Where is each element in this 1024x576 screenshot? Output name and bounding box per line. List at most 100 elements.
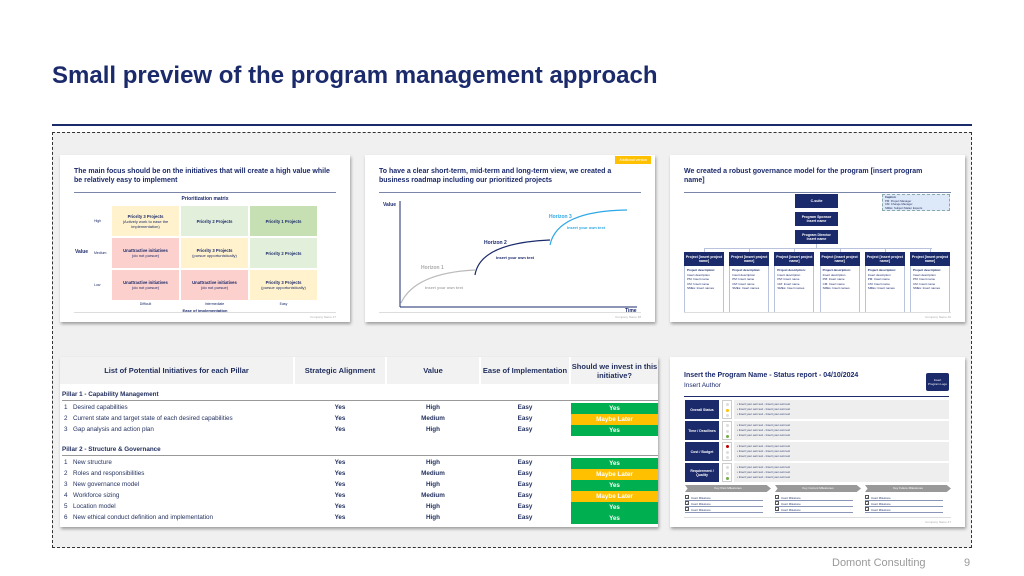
horizon-2-text: Insert your own text bbox=[496, 255, 535, 260]
milestone-header: Key Future Milestones bbox=[865, 485, 951, 492]
status-text: • Insert your own text - Insert your own… bbox=[734, 421, 949, 440]
col-label: Difficult bbox=[139, 302, 152, 306]
milestone-text: Insert Milestone bbox=[871, 502, 891, 506]
slide-title: To have a clear short-term, mid-term and… bbox=[379, 168, 612, 184]
initiative-name: Desired capabilities bbox=[73, 404, 128, 411]
slide-footer: Company Name 38 bbox=[615, 315, 641, 319]
checkbox-checked-icon: ✓ bbox=[685, 495, 689, 500]
traffic-light-icon bbox=[722, 463, 732, 482]
value: High bbox=[426, 459, 440, 466]
strategic-alignment: Yes bbox=[334, 404, 346, 411]
strategic-alignment: Yes bbox=[334, 415, 346, 422]
project-name: Project [insert project name] bbox=[911, 255, 949, 263]
status-bullet: • Insert your own text - Insert your own… bbox=[737, 475, 791, 479]
milestone-text: Insert Milestone bbox=[691, 496, 711, 500]
light-dot-icon bbox=[726, 435, 729, 438]
director-label: Program Director bbox=[802, 233, 831, 237]
status-bullet: • Insert your own text - Insert your own… bbox=[737, 428, 791, 432]
thumbnail-prioritization-matrix[interactable]: The main focus should be on the initiati… bbox=[60, 155, 350, 322]
ease: Easy bbox=[517, 470, 533, 477]
slide-title: We created a robust governance model for… bbox=[684, 168, 923, 184]
status-row: Overall Status • Insert your own text - I… bbox=[685, 400, 950, 419]
sponsor-label: Program Sponsor bbox=[801, 215, 832, 219]
project-header: Project [insert project name] bbox=[819, 252, 860, 266]
row-label: High bbox=[94, 219, 102, 223]
thumbnail-initiatives-table[interactable]: List of Potential Initiatives for each P… bbox=[60, 357, 658, 527]
csuite-label: C-suite bbox=[810, 199, 823, 203]
logo-text: Insert Program Logo bbox=[928, 378, 948, 386]
milestone-item: ✓ Insert Milestone bbox=[685, 495, 763, 501]
invest-decision: Yes bbox=[571, 480, 658, 491]
status-bullet: • Insert your own text - Insert your own… bbox=[737, 407, 791, 411]
project-details: Project description: Insert description PM… bbox=[684, 266, 724, 313]
title-divider bbox=[52, 124, 972, 126]
matrix-title: Prioritization matrix bbox=[181, 196, 229, 202]
project-line: Insert description bbox=[913, 272, 936, 277]
pillar-heading: Pillar 2 - Structure & Governance bbox=[62, 446, 658, 456]
light-dot-icon bbox=[726, 424, 729, 427]
matrix-cell: Unattractive initiatives (do not pursue) bbox=[111, 237, 180, 269]
status-bullet: • Insert your own text - Insert your own… bbox=[737, 470, 791, 474]
table-row: 1 New structure Yes High Easy Yes bbox=[60, 458, 658, 469]
project-header: Project [insert project name] bbox=[774, 252, 815, 266]
caption-line: CM: Change Manager bbox=[885, 202, 913, 206]
milestone-item: ✓ Insert Milestone bbox=[865, 501, 943, 507]
checkbox-checked-icon: ✓ bbox=[865, 495, 869, 500]
thumbnail-governance-model[interactable]: We created a robust governance model for… bbox=[670, 155, 965, 322]
ease: Easy bbox=[517, 415, 533, 422]
horizon-1-label: Horizon 1 bbox=[421, 265, 444, 271]
thumbnail-roadmap[interactable]: Additional version To have a clear short… bbox=[365, 155, 655, 322]
project-line: Project description: bbox=[822, 268, 851, 272]
horizon-2-label: Horizon 2 bbox=[484, 240, 507, 246]
row-number: 4 bbox=[64, 492, 68, 499]
status-text: • Insert your own text - Insert your own… bbox=[734, 400, 949, 419]
project-line: CM: Insert name bbox=[822, 281, 845, 286]
director-box: Program Director Insert name bbox=[795, 230, 838, 244]
initiative-name: Workforce sizing bbox=[73, 492, 120, 499]
invest-decision: Maybe Later bbox=[571, 491, 658, 502]
project-header: Project [insert project name] bbox=[910, 252, 950, 266]
light-dot-icon bbox=[726, 466, 729, 469]
project-line: CM: Insert name bbox=[777, 281, 800, 286]
value: High bbox=[426, 426, 440, 433]
header-initiatives: List of Potential Initiatives for each P… bbox=[60, 357, 293, 384]
slide-footer: Company Name 40 bbox=[925, 315, 951, 319]
program-logo-placeholder: Insert Program Logo bbox=[926, 373, 949, 391]
project-line: SMEs: Insert names bbox=[687, 286, 715, 290]
checkbox-checked-icon: ✓ bbox=[865, 501, 869, 506]
project-line: PM: Insert name bbox=[687, 277, 710, 281]
initiative-name: Location model bbox=[73, 503, 116, 510]
cell-subtitle: (pursue opportunistically) bbox=[261, 285, 306, 290]
cell-title: Priority 1 Projects bbox=[265, 218, 302, 224]
report-title: Insert the Program Name - Status report … bbox=[684, 372, 859, 379]
ease: Easy bbox=[517, 481, 533, 488]
slide-footer: Company Name 17 bbox=[310, 315, 336, 319]
project-line: Project description: bbox=[867, 268, 896, 272]
project-name: Project [insert project name] bbox=[685, 255, 723, 263]
milestone-item: ✓ Insert Milestone bbox=[775, 501, 853, 507]
value: Medium bbox=[421, 415, 445, 422]
row-number: 5 bbox=[64, 503, 68, 510]
status-row: Cost / Budget • Insert your own text - In… bbox=[685, 442, 950, 461]
checkbox-checked-icon: ✓ bbox=[685, 507, 689, 512]
caption-line: SMEs: Subject Matter Experts bbox=[885, 205, 923, 210]
cell-subtitle: (pursue opportunistically) bbox=[192, 253, 237, 258]
matrix-cell: Priority 2 Projects bbox=[249, 237, 318, 269]
project-line: SMEs: Insert names bbox=[732, 286, 760, 290]
status-bullet: • Insert your own text - Insert your own… bbox=[737, 454, 791, 458]
horizon-3-label: Horizon 3 bbox=[549, 214, 572, 220]
value: High bbox=[426, 503, 440, 510]
project-line: PM: Insert name bbox=[732, 277, 755, 281]
row-number: 2 bbox=[64, 470, 68, 477]
slide-divider bbox=[684, 192, 951, 193]
status-label-text: Requirement / Quality bbox=[690, 468, 714, 477]
invest-decision: Yes bbox=[571, 425, 658, 436]
project-name: Project [insert project name] bbox=[731, 255, 768, 263]
ease: Easy bbox=[517, 514, 533, 521]
project-line: SMEs: Insert names bbox=[867, 286, 895, 290]
thumbnail-status-report[interactable]: Insert the Program Name - Status report … bbox=[670, 357, 965, 527]
project-line: Insert description bbox=[777, 272, 801, 277]
caption-title: Caption: bbox=[885, 195, 897, 199]
row-number: 1 bbox=[64, 404, 68, 411]
traffic-light-icon bbox=[722, 442, 732, 461]
